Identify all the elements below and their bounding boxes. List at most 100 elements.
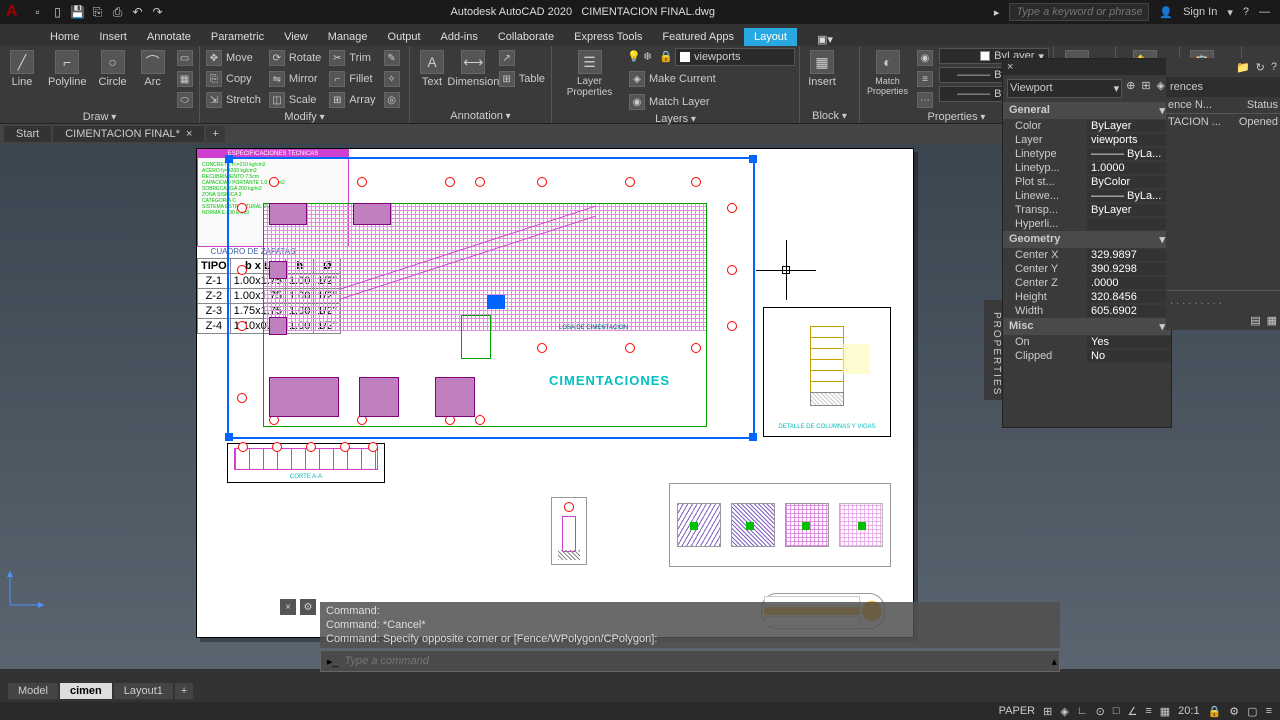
dimension-button[interactable]: ⟷Dimension — [454, 48, 493, 90]
panel-annotation-title[interactable]: Annotation ▾ — [414, 109, 547, 123]
offset-icon[interactable]: ◎ — [382, 90, 402, 110]
match-properties-button[interactable]: ◐Match Properties — [864, 48, 911, 98]
ortho-toggle-icon[interactable]: ∟ — [1077, 705, 1088, 717]
quickselect-icon[interactable]: ⊕ — [1124, 75, 1137, 102]
cat-geometry[interactable]: Geometry▾ — [1003, 231, 1171, 248]
cmd-expand-icon[interactable]: ▴ — [1051, 655, 1057, 668]
prop-row[interactable]: Plot st...ByColor — [1003, 175, 1171, 189]
prop-row[interactable]: Center Y390.9298 — [1003, 262, 1171, 276]
properties-side-tab[interactable]: PROPERTIES — [984, 300, 1002, 400]
move-button[interactable]: ✥Move — [204, 48, 263, 68]
cat-general[interactable]: General▾ — [1003, 102, 1171, 119]
layout-layout1[interactable]: Layout1 — [114, 683, 173, 699]
signin-icon[interactable]: 👤 — [1159, 6, 1173, 19]
make-current-button[interactable]: ◈Make Current — [627, 69, 795, 89]
command-input[interactable] — [343, 653, 1052, 669]
layout-model[interactable]: Model — [8, 683, 58, 699]
status-scale[interactable]: 20:1 — [1178, 705, 1199, 717]
save-icon[interactable]: 💾 — [70, 4, 86, 20]
viewport-column[interactable] — [551, 497, 587, 565]
text-button[interactable]: AText — [414, 48, 450, 90]
xref-palette[interactable]: 📁↻? rences ence N...Status TACION ...Ope… — [1166, 58, 1280, 330]
tab-layout[interactable]: Layout — [744, 28, 797, 46]
rotate-button[interactable]: ⟳Rotate — [267, 48, 323, 68]
tab-home[interactable]: Home — [40, 28, 89, 46]
prop-row[interactable]: Height320.8456 — [1003, 290, 1171, 304]
hatch-icon[interactable]: ▦ — [175, 69, 195, 89]
viewport-hatches[interactable] — [669, 483, 891, 567]
fillet-button[interactable]: ⌐Fillet — [327, 69, 377, 89]
snap-toggle-icon[interactable]: ◈ — [1060, 705, 1068, 718]
tab-manage[interactable]: Manage — [318, 28, 378, 46]
layer-lock-icon[interactable]: 🔒 — [659, 50, 673, 64]
tab-express[interactable]: Express Tools — [564, 28, 652, 46]
prop-row[interactable]: Linetyp...1.0000 — [1003, 161, 1171, 175]
panel-block-title[interactable]: Block ▾ — [804, 109, 855, 123]
filetab-start[interactable]: Start — [4, 126, 51, 142]
panel-layers-title[interactable]: Layers ▾ — [556, 112, 795, 126]
exchange-icon[interactable]: ▾ — [1227, 6, 1233, 19]
arc-button[interactable]: ⌒Arc — [135, 48, 171, 90]
prop-row[interactable]: Linewe...——— ByLa... — [1003, 189, 1171, 203]
pickadd-icon[interactable]: ⊞ — [1139, 75, 1152, 102]
color-icon[interactable]: ◉ — [917, 50, 933, 66]
leader-icon[interactable]: ↗ — [497, 48, 547, 68]
new-icon[interactable]: ▫ — [30, 4, 46, 20]
cat-misc[interactable]: Misc▾ — [1003, 318, 1171, 335]
prop-row[interactable]: Layerviewports — [1003, 133, 1171, 147]
plot-icon[interactable]: ⎙ — [110, 4, 126, 20]
prop-row[interactable]: Transp...ByLayer — [1003, 203, 1171, 217]
lineweight-icon[interactable]: ≡ — [917, 71, 933, 87]
viewport-main[interactable]: LOSA DE CIMENTACION CIMENTACIONES — [227, 157, 755, 439]
circle-button[interactable]: ○Circle — [95, 48, 131, 90]
ribbon-expand-icon[interactable]: ▣▾ — [817, 33, 833, 46]
info-icon[interactable]: ▸ — [994, 6, 1000, 19]
mirror-button[interactable]: ⇋Mirror — [267, 69, 323, 89]
filetab-doc[interactable]: CIMENTACION FINAL*× — [53, 126, 204, 142]
open-icon[interactable]: ▯ — [50, 4, 66, 20]
cmd-close-icon[interactable]: × — [280, 599, 296, 615]
viewport-detail[interactable]: DETALLE DE COLUMNAS Y VIGAS — [763, 307, 891, 437]
help-icon[interactable]: ? — [1243, 6, 1249, 18]
panel-draw-title[interactable]: Draw ▾ — [4, 110, 195, 124]
otrack-toggle-icon[interactable]: ∠ — [1127, 705, 1137, 718]
status-space[interactable]: PAPER — [999, 705, 1035, 717]
transparency-icon[interactable]: ▦ — [1160, 705, 1170, 718]
tab-parametric[interactable]: Parametric — [201, 28, 274, 46]
tab-view[interactable]: View — [274, 28, 318, 46]
tab-addins[interactable]: Add-ins — [431, 28, 488, 46]
prop-row[interactable]: Center X329.9897 — [1003, 248, 1171, 262]
tab-insert[interactable]: Insert — [89, 28, 137, 46]
lwt-toggle-icon[interactable]: ≡ — [1145, 705, 1151, 717]
trim-button[interactable]: ✂Trim — [327, 48, 377, 68]
prop-row[interactable]: Hyperli... — [1003, 217, 1171, 231]
prop-row[interactable]: Center Z.0000 — [1003, 276, 1171, 290]
polyline-button[interactable]: ⌐Polyline — [44, 48, 91, 90]
xref-detail-icon[interactable]: ▤ — [1250, 314, 1260, 327]
tab-collaborate[interactable]: Collaborate — [488, 28, 564, 46]
linetype-icon[interactable]: ⋯ — [917, 92, 933, 108]
viewport-section[interactable]: CORTE A-A — [227, 443, 385, 483]
erase-icon[interactable]: ✎ — [382, 48, 402, 68]
copy-button[interactable]: ⎘Copy — [204, 69, 263, 89]
properties-palette[interactable]: × Viewport▾ ⊕ ⊞ ◈ General▾ ColorByLayerL… — [1002, 58, 1172, 428]
prop-row[interactable]: ClippedNo — [1003, 349, 1171, 363]
xref-help-icon[interactable]: ? — [1271, 61, 1277, 74]
tab-output[interactable]: Output — [378, 28, 431, 46]
match-layer-button[interactable]: ◉Match Layer — [627, 92, 795, 112]
insert-button[interactable]: ▦Insert — [804, 48, 840, 90]
layout-add-icon[interactable]: + — [175, 683, 193, 699]
stretch-button[interactable]: ⇲Stretch — [204, 90, 263, 110]
panel-modify-title[interactable]: Modify ▾ — [204, 110, 405, 124]
prop-row[interactable]: Width605.6902 — [1003, 304, 1171, 318]
xref-list-icon[interactable]: ▦ — [1267, 314, 1277, 327]
customize-icon[interactable]: ≡ — [1266, 705, 1272, 717]
layer-freeze-icon[interactable]: ❄ — [643, 50, 657, 64]
layout-cimen[interactable]: cimen — [60, 683, 112, 699]
help-search-input[interactable] — [1009, 3, 1149, 21]
redo-icon[interactable]: ↷ — [150, 4, 166, 20]
line-button[interactable]: ╱Line — [4, 48, 40, 90]
cmd-options-icon[interactable]: ⚙ — [300, 599, 316, 615]
xref-refresh-icon[interactable]: ↻ — [1256, 61, 1265, 74]
prop-row[interactable]: OnYes — [1003, 335, 1171, 349]
